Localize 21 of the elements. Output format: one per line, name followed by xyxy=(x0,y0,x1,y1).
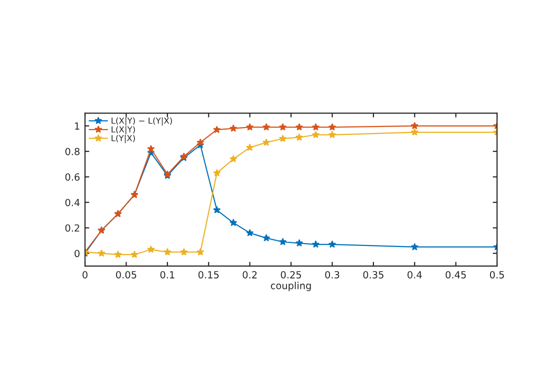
x-tick-label: 0.5 xyxy=(490,271,504,278)
legend-label: L(X|Y) − L(Y|X) xyxy=(112,117,172,126)
x-tick-label: 0.4 xyxy=(408,271,422,278)
x-axis-title: coupling xyxy=(270,282,311,292)
x-tick-label: 0.15 xyxy=(198,271,219,278)
x-tick-label: 0.45 xyxy=(446,271,466,278)
y-tick-label: 0.4 xyxy=(65,198,80,206)
x-tick-label: 0.1 xyxy=(160,271,174,278)
x-tick-label: 0.35 xyxy=(363,271,384,278)
y-tick-label: 0.6 xyxy=(65,173,80,181)
y-tick-label: 1 xyxy=(75,122,80,130)
y-tick-label: 0 xyxy=(74,250,80,258)
x-tick-label: 0.05 xyxy=(116,271,136,278)
legend-label: L(X|Y) xyxy=(112,126,135,134)
x-tick-label: 0 xyxy=(82,271,88,278)
x-tick-label: 0.2 xyxy=(242,271,257,278)
y-tick-label: 0.2 xyxy=(65,224,80,232)
x-tick-label: 0.25 xyxy=(280,271,302,278)
y-tick-label: 0.8 xyxy=(65,148,80,156)
x-tick-label: 0.3 xyxy=(325,271,340,278)
legend-label: L(Y|X) xyxy=(112,134,135,144)
